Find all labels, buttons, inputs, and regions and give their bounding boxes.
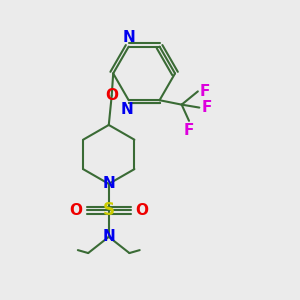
Text: F: F xyxy=(199,84,210,99)
Text: O: O xyxy=(69,203,82,218)
Text: O: O xyxy=(135,203,148,218)
Text: S: S xyxy=(103,201,115,219)
Text: N: N xyxy=(122,30,135,45)
Text: F: F xyxy=(202,100,212,115)
Text: N: N xyxy=(102,176,115,191)
Text: O: O xyxy=(105,88,118,103)
Text: N: N xyxy=(121,102,134,117)
Text: N: N xyxy=(102,230,115,244)
Text: F: F xyxy=(184,123,194,138)
